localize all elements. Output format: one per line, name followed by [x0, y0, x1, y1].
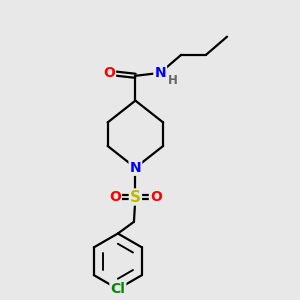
Text: O: O [103, 66, 115, 80]
Text: N: N [130, 161, 141, 175]
Text: O: O [150, 190, 162, 204]
Text: H: H [168, 74, 177, 87]
Text: N: N [154, 66, 166, 80]
Text: O: O [109, 190, 121, 204]
Text: Cl: Cl [110, 282, 125, 296]
Text: S: S [130, 190, 141, 205]
